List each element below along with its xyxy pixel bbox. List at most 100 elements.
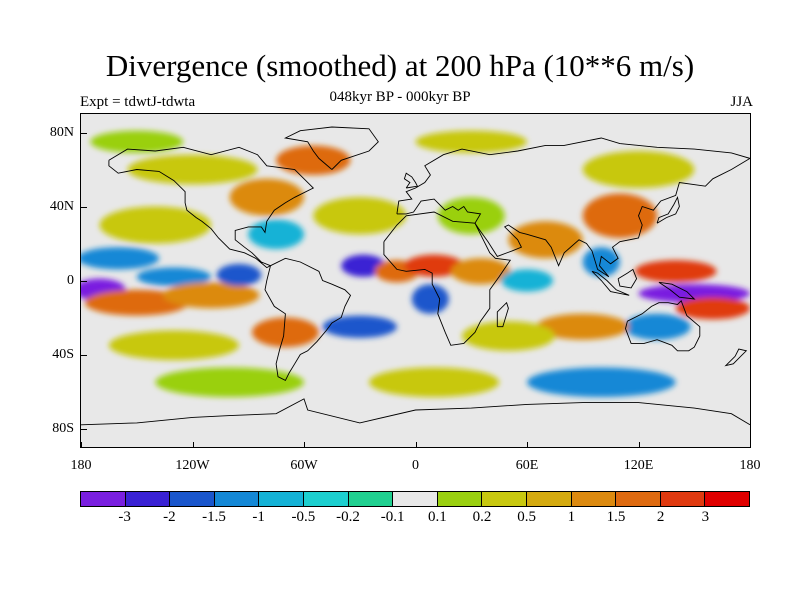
colorbar-label-11: 1.5 — [606, 509, 626, 525]
field-contour-34 — [527, 367, 676, 398]
colorbar-box-5 — [303, 492, 349, 506]
colorbar-label-10: 1 — [567, 509, 576, 525]
field-contour-5 — [216, 263, 262, 287]
field-contour-14 — [404, 254, 464, 277]
season-label: JJA — [730, 94, 753, 110]
colorbar-label-0: -3 — [118, 509, 131, 525]
lon-tick-label-4: 60E — [515, 458, 539, 473]
field-contour-7 — [127, 154, 258, 185]
lat-tick-mark-4 — [81, 428, 87, 430]
field-contour-23 — [634, 260, 717, 283]
field-contour-15 — [411, 284, 449, 314]
colorbar-label-12: 2 — [656, 509, 665, 525]
colorbar-label-13: 3 — [701, 509, 710, 525]
lat-tick-label-3: 40S — [52, 346, 74, 362]
field-contour-6 — [99, 206, 212, 244]
lat-tick-mark-1 — [81, 206, 87, 208]
colorbar-box-12 — [616, 492, 661, 506]
colorbar-box-11 — [571, 492, 617, 506]
field-contour-32 — [155, 367, 304, 398]
coastline-borneo — [617, 268, 638, 289]
coastline-antarctica — [81, 398, 750, 426]
colorbar-box-10 — [526, 492, 572, 506]
chart-title: Divergence (smoothed) at 200 hPa (10**6 … — [105, 48, 695, 83]
field-contour-22 — [582, 151, 695, 188]
field-contour-11 — [313, 197, 407, 235]
coastline-africa — [383, 211, 512, 346]
field-contour-33 — [369, 367, 500, 398]
lat-tick-label-1: 40N — [49, 198, 74, 214]
field-contour-3 — [136, 267, 212, 287]
coastline-australia — [625, 299, 701, 352]
field-contour-28 — [461, 321, 555, 351]
coastline-new-guinea — [658, 281, 696, 300]
colorbar — [80, 491, 750, 507]
field-contour-2 — [84, 289, 189, 316]
colorbar-label-7: 0.1 — [427, 509, 447, 525]
lat-tick-label-2: 0 — [67, 272, 74, 288]
coastline-japan — [656, 195, 680, 224]
lon-tick-mark-1 — [192, 442, 194, 448]
colorbar-box-9 — [482, 492, 527, 506]
colorbar-box-3 — [214, 492, 260, 506]
coastline-uk — [403, 172, 419, 189]
colorbar-label-4: -0.5 — [291, 509, 316, 525]
divergence-field-map — [81, 126, 750, 426]
lon-tick-label-2: 60W — [290, 458, 318, 473]
lon-tick-label-6: 180 — [739, 458, 761, 473]
coastline-south-america — [264, 257, 352, 382]
field-contour-1 — [81, 247, 160, 270]
field-contour-25 — [675, 297, 750, 320]
map-panel — [80, 113, 751, 448]
field-contour-27 — [536, 313, 630, 340]
field-contour-21 — [582, 247, 620, 277]
chart-subtitle: 048kyr BP - 000kyr BP — [329, 89, 471, 105]
coastline-greenland — [283, 126, 379, 170]
colorbar-box-13 — [660, 492, 706, 506]
colorbar-box-8 — [437, 492, 483, 506]
field-contour-19 — [500, 269, 554, 292]
lon-tick-label-5: 120E — [623, 458, 654, 473]
coastline-new-zealand — [724, 348, 748, 367]
coastline-north-america — [108, 146, 315, 269]
colorbar-box-6 — [348, 492, 394, 506]
colorbar-label-9: 0.5 — [517, 509, 537, 525]
colorbar-label-5: -0.2 — [336, 509, 360, 525]
colorbar-box-7 — [393, 492, 438, 506]
field-contour-4 — [162, 282, 260, 309]
field-contour-17 — [437, 197, 505, 235]
lon-tick-mark-4 — [527, 442, 528, 448]
lat-tick-mark-2 — [81, 280, 87, 282]
coastline-indonesia — [591, 270, 630, 296]
field-contour-31 — [108, 330, 239, 361]
colorbar-box-2 — [170, 492, 215, 506]
experiment-label: Expt = tdwtJ-tdwta — [80, 94, 196, 110]
coastline-madagascar — [496, 301, 509, 328]
coastline-eurasia — [396, 137, 750, 278]
colorbar-box-0 — [81, 492, 126, 506]
colorbar-label-3: -1 — [252, 509, 265, 525]
colorbar-box-4 — [259, 492, 304, 506]
lon-tick-mark-6 — [750, 442, 751, 448]
colorbar-box-1 — [125, 492, 171, 506]
field-contour-35 — [90, 130, 184, 153]
lon-tick-mark-0 — [81, 442, 82, 448]
colorbar-box-14 — [705, 492, 749, 506]
field-contour-8 — [229, 178, 304, 216]
lat-tick-mark-3 — [81, 354, 87, 356]
lat-tick-label-0: 80N — [49, 124, 74, 140]
colorbar-label-6: -0.1 — [380, 509, 405, 525]
field-contour-9 — [248, 219, 304, 250]
lon-tick-label-3: 0 — [412, 458, 419, 473]
lon-tick-label-1: 120W — [175, 458, 210, 473]
field-contour-26 — [623, 313, 691, 340]
field-contour-10 — [276, 145, 351, 176]
lon-tick-label-0: 180 — [70, 458, 92, 473]
lat-tick-mark-0 — [81, 132, 87, 134]
field-contour-20 — [582, 193, 658, 238]
lon-tick-mark-3 — [415, 442, 417, 448]
field-contour-30 — [251, 317, 319, 348]
colorbar-label-8: 0.2 — [472, 509, 492, 525]
lon-tick-mark-2 — [304, 442, 305, 448]
field-contour-36 — [415, 130, 527, 153]
